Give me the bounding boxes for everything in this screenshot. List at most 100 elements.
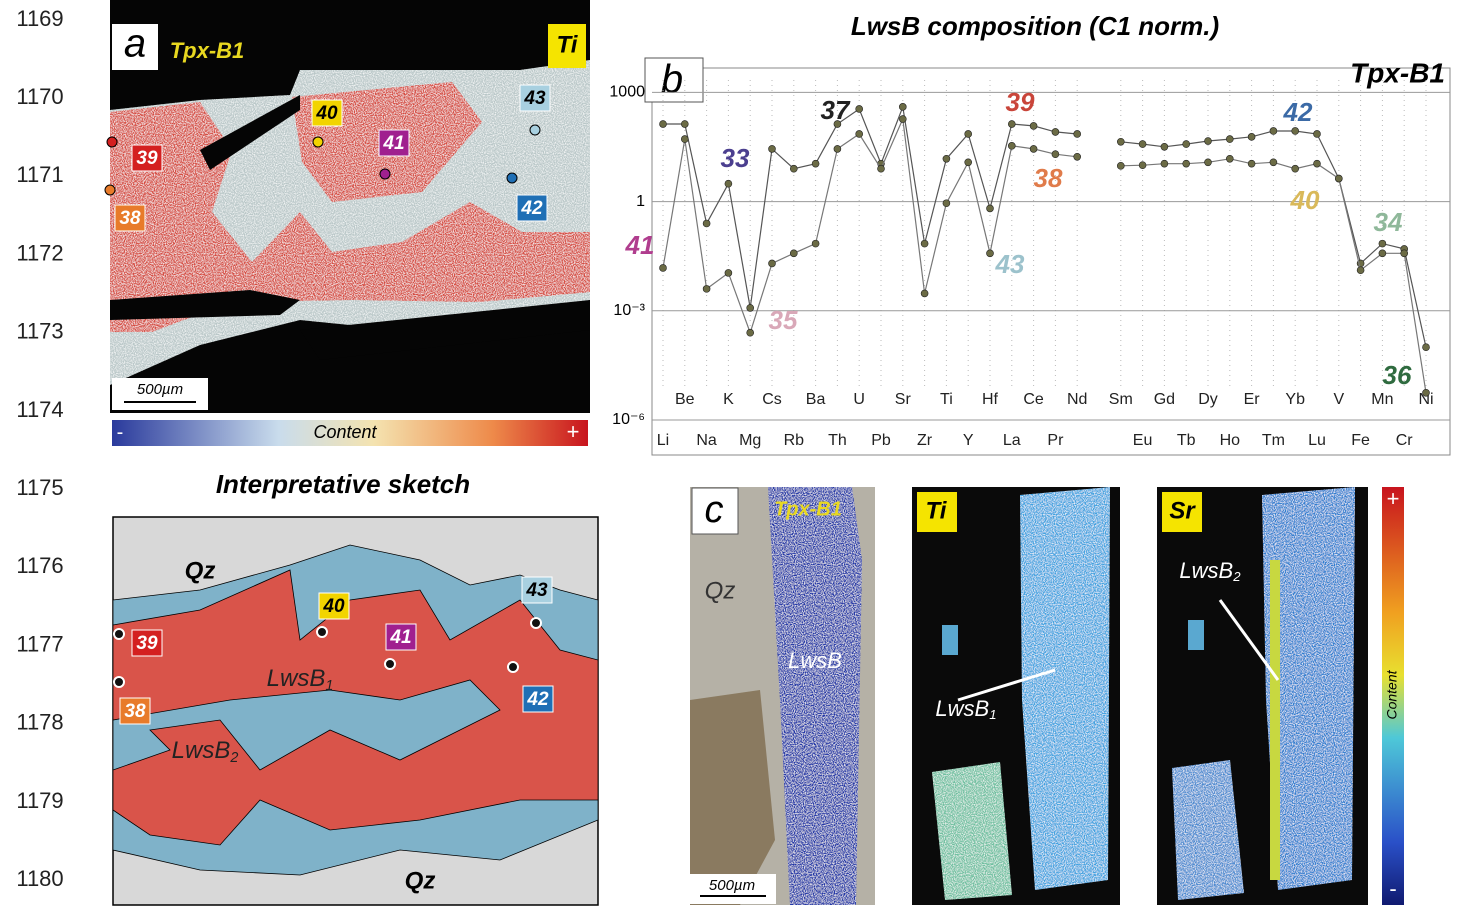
x-tick-label: Hf: [982, 391, 999, 408]
annotation: 39: [1006, 87, 1035, 117]
data-point: [659, 264, 667, 272]
spot: [113, 628, 125, 640]
x-tick-label: Th: [828, 432, 847, 449]
x-tick-label: Ni: [1418, 391, 1433, 408]
label: LwsB1: [935, 696, 996, 723]
spot-box: [119, 697, 151, 725]
data-point: [1051, 150, 1060, 159]
data-point: [659, 120, 667, 128]
label-text: LwsB: [267, 665, 326, 692]
data-point: [1138, 140, 1147, 148]
data-point: [855, 105, 864, 113]
scale-bar-box: [112, 378, 208, 410]
data-point: [702, 219, 711, 228]
data-point: [1313, 159, 1321, 168]
panel-c-images: [690, 487, 1368, 905]
data-point: [1029, 145, 1038, 153]
spot: [384, 658, 396, 670]
label: LwsB2: [172, 737, 239, 765]
label-text: LwsB: [172, 737, 231, 764]
x-tick-label: K: [723, 391, 734, 408]
data-point: [964, 130, 973, 138]
y-tick-label: 1000: [609, 84, 645, 101]
x-tick-label: Sm: [1109, 391, 1133, 408]
x-tick-label: Lu: [1308, 432, 1326, 449]
colorbar-label: Content: [313, 422, 377, 442]
element-label: Ti: [926, 497, 948, 524]
scale-bar-label: 500µm: [137, 381, 183, 398]
line-number: 1173: [16, 319, 63, 344]
x-tick-label: Ti: [940, 391, 953, 408]
data-point: [789, 249, 798, 258]
data-point: [1422, 388, 1430, 397]
data-point: [680, 120, 689, 128]
spot: [530, 617, 542, 629]
data-point: [898, 115, 907, 123]
x-tick-label: Pb: [871, 432, 891, 449]
spot-label: 38: [119, 208, 141, 229]
x-tick-label: Zr: [917, 432, 933, 449]
spot: [106, 136, 118, 148]
line-number: 1174: [16, 397, 63, 422]
data-point: [833, 120, 842, 128]
spot-label: 39: [136, 633, 158, 654]
data-point: [1073, 152, 1081, 161]
data-point: [1029, 122, 1038, 130]
letter-box: [644, 57, 704, 103]
line-number: 1172: [16, 240, 63, 265]
line-number: 1169: [16, 6, 63, 31]
data-point: [1160, 159, 1169, 168]
x-tick-label: Na: [696, 432, 717, 449]
spot: [507, 661, 519, 673]
x-tick-label: Er: [1244, 391, 1261, 408]
spot-box: [519, 84, 551, 112]
colorbar-min: -: [117, 421, 124, 443]
data-point: [1400, 249, 1408, 258]
element-box: [917, 492, 957, 532]
data-point: [1378, 239, 1387, 248]
x-tick-label: Sr: [895, 391, 912, 408]
x-tick-label: Tb: [1177, 432, 1196, 449]
x-tick-label: Be: [675, 391, 695, 408]
spot-label: 42: [520, 198, 543, 219]
spot: [104, 184, 116, 196]
spot: [506, 172, 518, 184]
x-tick-label: Ba: [806, 391, 826, 408]
data-point: [1378, 249, 1387, 258]
data-point: [1007, 142, 1016, 150]
chart-title: LwsB composition (C1 norm.): [851, 11, 1219, 41]
panel-letter: a: [124, 22, 146, 66]
colorbar-max: +: [567, 419, 580, 444]
element-box: [548, 24, 586, 68]
spot-label: 43: [523, 88, 546, 109]
x-tick-label: Nd: [1067, 391, 1087, 408]
annotation: 41: [625, 230, 655, 260]
scale-bar-label: 500µm: [709, 877, 755, 894]
sample-label: Tpx-B1: [1350, 57, 1445, 88]
x-tick-label: Mn: [1371, 391, 1393, 408]
colorbar-max: +: [1387, 486, 1400, 511]
mineral-label: Qz: [705, 577, 736, 604]
data-point: [1291, 164, 1299, 173]
spot-box: [131, 144, 163, 172]
annotation: 34: [1374, 207, 1403, 237]
x-tick-label: V: [1333, 391, 1344, 408]
data-point: [920, 239, 929, 248]
y-tick-label: 10⁻³: [613, 302, 645, 319]
data-point: [1117, 162, 1125, 170]
line-number: 1178: [16, 710, 63, 735]
annotation: 35: [769, 305, 798, 335]
spot-box: [516, 194, 548, 222]
line-number: 1177: [16, 631, 63, 656]
data-point: [724, 179, 733, 188]
y-tick-label: 1: [636, 193, 645, 210]
annotation: 42: [1283, 97, 1313, 127]
data-point: [1204, 137, 1212, 145]
annotation: 37: [821, 95, 851, 125]
spot-label: 39: [136, 148, 158, 169]
colorbar: [1382, 487, 1404, 905]
data-point: [1138, 161, 1147, 169]
letter-box: [691, 487, 739, 535]
